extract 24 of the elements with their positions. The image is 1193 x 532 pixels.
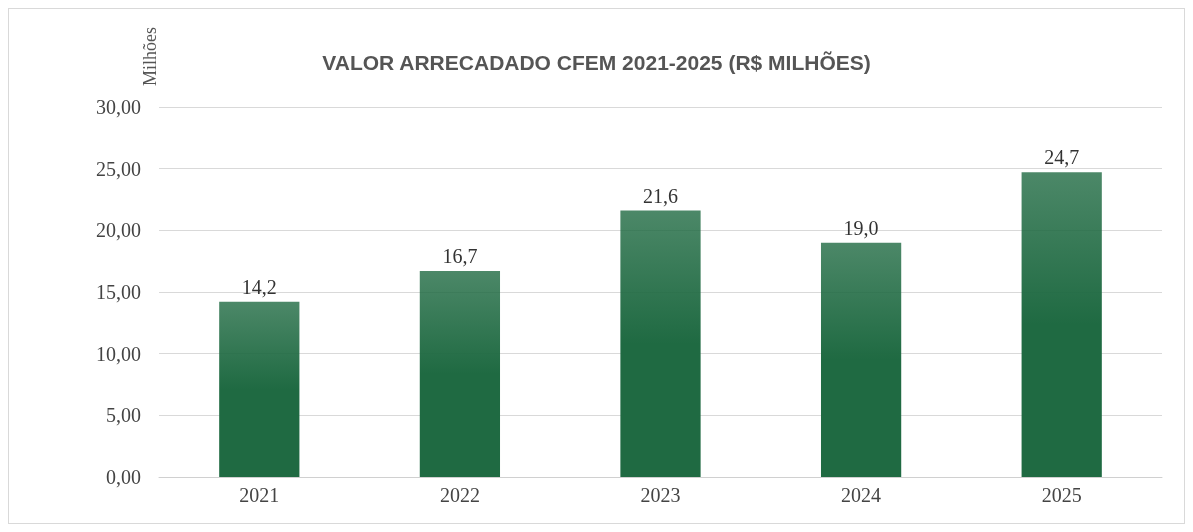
y-axis-title: Milhões <box>140 27 160 87</box>
chart-title: VALOR ARRECADADO CFEM 2021-2025 (R$ MILHÕES) <box>322 51 871 74</box>
bar <box>620 210 701 477</box>
data-label: 24,7 <box>1044 146 1080 169</box>
y-tick-label: 20,00 <box>96 219 141 242</box>
y-tick-label: 0,00 <box>106 466 141 488</box>
x-tick-label: 2022 <box>439 484 480 506</box>
y-tick-label: 15,00 <box>96 281 141 303</box>
bar <box>419 271 501 477</box>
bar <box>219 301 300 477</box>
data-label: 16,7 <box>442 245 478 268</box>
x-tick-label: 2025 <box>1041 484 1082 506</box>
x-tick-label: 2021 <box>239 484 280 506</box>
x-tick-label: 2023 <box>640 484 681 506</box>
bar <box>1021 172 1102 477</box>
data-label: 21,6 <box>643 184 678 207</box>
data-label: 14,2 <box>241 275 277 298</box>
y-tick-label: 5,00 <box>106 404 141 427</box>
y-tick-label: 25,00 <box>96 157 141 180</box>
y-tick-label: 30,00 <box>96 96 141 118</box>
y-tick-label: 10,00 <box>96 342 141 365</box>
bar <box>820 242 902 477</box>
x-tick-label: 2024 <box>841 484 882 506</box>
data-label: 19,0 <box>843 216 879 239</box>
